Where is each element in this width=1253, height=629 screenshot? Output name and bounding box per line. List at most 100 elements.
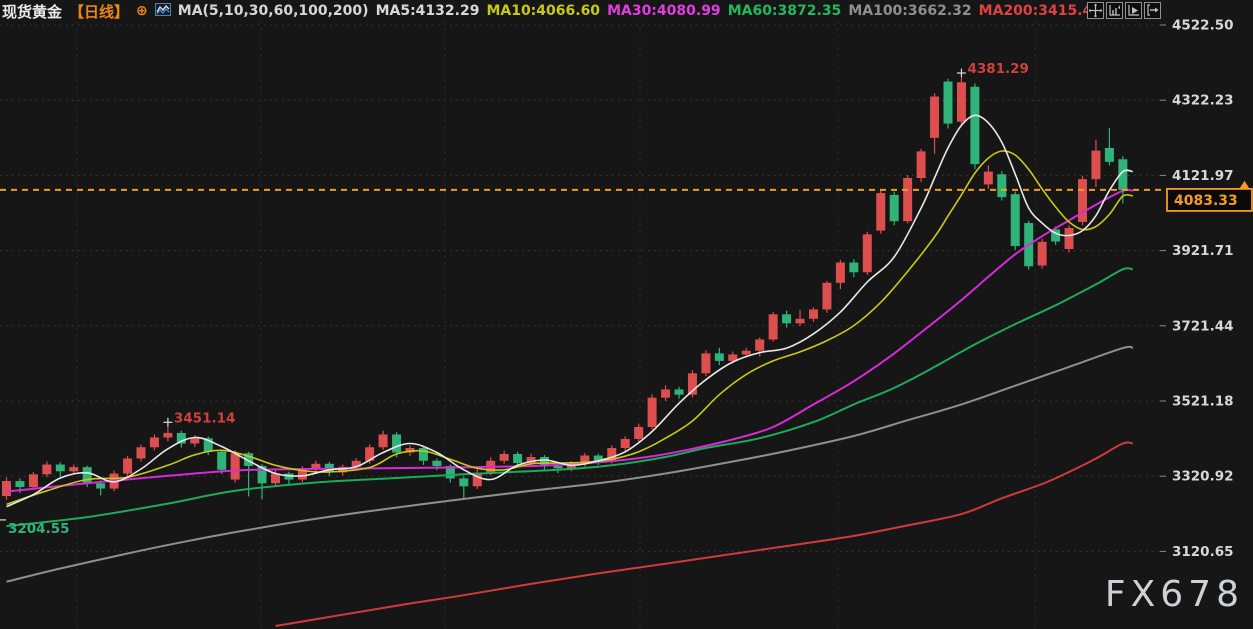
candle xyxy=(257,466,267,484)
candle xyxy=(1051,229,1061,242)
axis-label: 3120.65 xyxy=(1172,544,1234,560)
candle xyxy=(930,96,940,138)
candle xyxy=(472,472,482,487)
candle xyxy=(1104,147,1114,162)
candle xyxy=(1064,227,1074,249)
low-annotation: 3204.55 xyxy=(8,521,70,537)
ma10-value: MA10:4066.60 xyxy=(486,3,601,19)
candle xyxy=(540,457,549,467)
candle xyxy=(513,454,523,464)
ma-line-ma100 xyxy=(6,345,1134,583)
axis-label: 3320.92 xyxy=(1172,469,1234,485)
candle xyxy=(795,318,805,324)
axis-label: 3921.71 xyxy=(1172,243,1234,259)
ma-line-ma200 xyxy=(275,441,1133,627)
pane-indicator-exit-button[interactable] xyxy=(1144,2,1161,19)
candle xyxy=(378,434,388,448)
candle xyxy=(526,457,536,464)
ma-line-ma60 xyxy=(6,267,1133,528)
candle xyxy=(392,434,402,453)
candle xyxy=(1078,179,1087,222)
chart-exit-icon xyxy=(1147,4,1159,16)
ma5-value: MA5:4132.29 xyxy=(375,3,480,19)
candle xyxy=(459,478,469,487)
candle xyxy=(580,455,590,464)
candle xyxy=(55,464,65,472)
candle xyxy=(701,353,711,374)
candle xyxy=(661,389,671,398)
candle xyxy=(15,481,25,488)
candle xyxy=(28,474,38,488)
candle xyxy=(311,463,321,470)
candle xyxy=(593,455,603,461)
chart-up-icon xyxy=(1109,5,1120,16)
candle xyxy=(956,82,966,122)
axis-label: 3521.18 xyxy=(1172,393,1234,409)
candle xyxy=(943,81,953,124)
candle xyxy=(876,193,886,231)
candle xyxy=(271,473,280,484)
candle xyxy=(1091,150,1101,180)
candle xyxy=(163,432,173,438)
add-indicator-icon[interactable]: ⊕ xyxy=(136,3,148,19)
axis-label: 4522.50 xyxy=(1172,18,1234,34)
pane-indicator-play-button[interactable] xyxy=(1125,2,1142,19)
price-axis: 4522.50 4322.23 4121.97 3921.71 3721.44 3521.… xyxy=(1172,18,1234,560)
ma60-value: MA60:3872.35 xyxy=(727,3,842,19)
current-price-label: 4083.33 xyxy=(1174,193,1238,209)
candle xyxy=(82,467,92,484)
candle xyxy=(351,460,361,467)
chart-play-icon xyxy=(1128,5,1139,16)
high-annotation: 3451.14 xyxy=(174,410,236,426)
candle xyxy=(297,469,307,480)
current-price-box xyxy=(1166,188,1253,212)
candle xyxy=(849,262,859,273)
symbol-label: 现货黄金 xyxy=(2,2,63,21)
ma-line-ma5 xyxy=(6,114,1133,508)
candle xyxy=(149,437,159,448)
ma100-value: MA100:3662.32 xyxy=(848,3,972,19)
pane-indicator-up-button[interactable] xyxy=(1106,2,1123,19)
candle xyxy=(862,234,872,273)
candle xyxy=(96,483,106,489)
candle xyxy=(768,314,778,340)
axis-label: 4322.23 xyxy=(1172,93,1234,109)
candle xyxy=(714,353,724,361)
candle xyxy=(755,339,765,351)
candle xyxy=(203,438,213,452)
candle xyxy=(365,447,375,461)
candle xyxy=(728,354,738,361)
gridlines xyxy=(0,22,1166,629)
period-selector[interactable]: 【日线】 xyxy=(69,2,130,21)
candle xyxy=(620,438,630,449)
crosshair-icon xyxy=(1089,4,1102,17)
candle xyxy=(1037,241,1047,266)
ma30-value: MA30:4080.99 xyxy=(607,3,721,19)
ma200-value: MA200:3415.4 xyxy=(978,3,1093,19)
candle xyxy=(1118,159,1128,190)
candle xyxy=(822,282,832,310)
candle xyxy=(741,350,751,355)
axis-label: 3721.44 xyxy=(1172,318,1234,334)
candle xyxy=(647,397,657,427)
candle xyxy=(970,86,980,165)
candle xyxy=(916,151,926,179)
ma-lines xyxy=(6,114,1134,627)
candle xyxy=(997,174,1007,198)
candle xyxy=(1010,194,1020,246)
axis-label: 4121.97 xyxy=(1172,168,1234,184)
candle xyxy=(405,448,415,453)
candle xyxy=(687,373,697,395)
candle xyxy=(835,262,845,283)
candle xyxy=(418,448,428,461)
candle xyxy=(69,467,79,472)
candle xyxy=(983,171,993,185)
current-price-marker: 4083.33 xyxy=(0,180,1253,212)
chart-type-icon[interactable] xyxy=(154,2,171,20)
candle xyxy=(217,451,227,470)
pane-crosshair-button[interactable] xyxy=(1087,2,1104,19)
ma-settings-label: MA(5,10,30,60,100,200) xyxy=(177,3,369,19)
annotations: 3451.14 4381.29 3204.55 xyxy=(0,61,1029,537)
